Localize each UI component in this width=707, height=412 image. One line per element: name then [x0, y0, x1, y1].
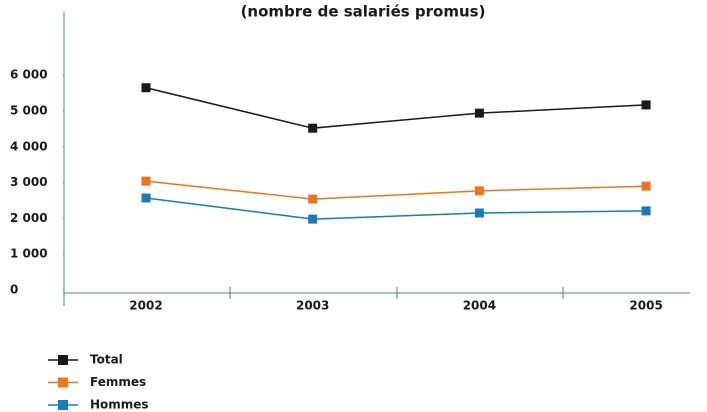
y-tick-label: 1 000 [10, 247, 48, 261]
series-line [145, 197, 647, 220]
series-line [145, 87, 647, 129]
point [141, 83, 151, 93]
legend-marker [58, 400, 68, 410]
legend-label: Hommes [90, 398, 149, 412]
y-tick-label: 4 000 [10, 139, 48, 153]
point [474, 208, 484, 218]
point [308, 194, 318, 204]
point [474, 108, 484, 118]
point [141, 176, 151, 186]
x-tick-label: 2005 [629, 299, 662, 313]
y-tick-label: 2 000 [10, 211, 48, 225]
legend-label: Total [90, 353, 123, 367]
legend-marker [58, 377, 68, 388]
point [641, 206, 651, 216]
point [641, 100, 651, 110]
y-tick-label: 6 000 [10, 68, 48, 82]
y-tick-label: 0 [10, 283, 18, 297]
x-tick-label: 2003 [296, 299, 329, 313]
x-tick-label: 2004 [463, 299, 496, 313]
point [308, 214, 318, 224]
y-tick-label: 3 000 [10, 175, 48, 189]
legend-label: Femmes [90, 375, 146, 389]
chart-title: (nombre de salariés promus) [241, 3, 486, 21]
x-tick-label: 2002 [129, 299, 162, 313]
point [474, 186, 484, 196]
point [641, 181, 651, 191]
point [308, 123, 318, 133]
point [141, 193, 151, 203]
legend-marker [58, 355, 68, 365]
y-tick-label: 5 000 [10, 104, 48, 118]
series-line [145, 180, 647, 200]
